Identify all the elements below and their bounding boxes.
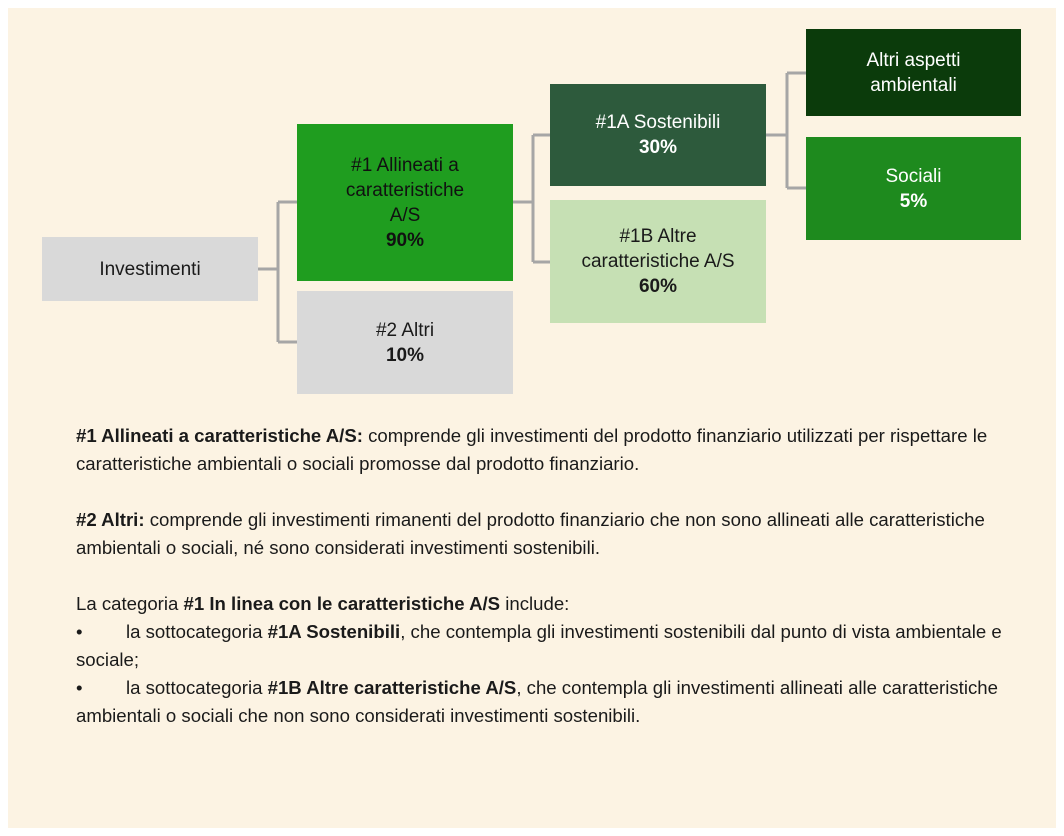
text-run: la sottocategoria	[126, 677, 268, 698]
text-run: , che contempla gli investimenti sosteni…	[76, 621, 1002, 670]
node-box: Altri aspetti ambientali	[806, 29, 1021, 116]
bullet: •	[76, 621, 83, 642]
node-box: #2 Altri 10%	[297, 291, 513, 394]
node-box: Investimenti	[42, 237, 258, 301]
text-run: la sottocategoria	[126, 621, 268, 642]
node-label: #1B Altre	[619, 226, 697, 247]
text-run: include:	[500, 593, 570, 614]
node-box: #1 Allineati a caratteristiche A/S 90%	[297, 124, 513, 281]
connector	[766, 71, 806, 190]
text-run: #1A Sostenibili	[267, 621, 401, 642]
paragraph: #1 Allineati a caratteristiche A/S: comp…	[76, 422, 1036, 478]
description: #1 Allineati a caratteristiche A/S: comp…	[76, 422, 1036, 730]
node-label: ambientali	[870, 74, 957, 96]
node-percent: 60%	[638, 276, 678, 297]
node-percent: 5%	[899, 190, 928, 212]
node-percent: 30%	[638, 137, 678, 158]
text-run: comprende gli investimenti rimanenti del…	[76, 509, 985, 558]
node-label: caratteristiche A/S	[581, 251, 735, 272]
node-percent: 10%	[385, 344, 425, 366]
bullet: •	[76, 677, 83, 698]
text-run: #2 Altri:	[76, 509, 145, 530]
node-label: #1A Sostenibili	[595, 112, 721, 133]
text-run: #1 In linea con le caratteristiche A/S	[183, 593, 501, 614]
text-run: comprende gli investimenti del prodotto …	[76, 425, 988, 474]
node-box: Sociali 5%	[806, 137, 1021, 240]
node-box: #1B Altre caratteristiche A/S 60%	[550, 200, 766, 323]
node-label: caratteristiche	[345, 179, 465, 201]
list-item: • la sottocategoria #1A Sostenibili, che …	[76, 618, 1036, 674]
text-run: #1 Allineati a caratteristiche A/S:	[76, 425, 363, 446]
node-percent: 90%	[385, 229, 425, 251]
connector	[258, 200, 297, 344]
text-run: , che contempla gli investimenti allinea…	[76, 677, 998, 726]
node-label: Investimenti	[99, 258, 201, 280]
node-label: #2 Altri	[375, 319, 435, 341]
text-run: #1B Altre caratteristiche A/S	[267, 677, 517, 698]
list-item: • la sottocategoria #1B Altre caratterist…	[76, 674, 1036, 730]
node-label: #1 Allineati a	[351, 154, 459, 176]
text-run: La categoria	[76, 593, 184, 614]
connector	[513, 133, 550, 264]
node-box: #1A Sostenibili 30%	[550, 84, 766, 186]
node-label: A/S	[389, 204, 421, 226]
node-label: Sociali	[885, 165, 942, 187]
list-intro: La categoria #1 In linea con le caratter…	[76, 590, 1036, 618]
node-label: Altri aspetti	[866, 49, 961, 71]
paragraph: #2 Altri: comprende gli investimenti rim…	[76, 506, 1036, 562]
